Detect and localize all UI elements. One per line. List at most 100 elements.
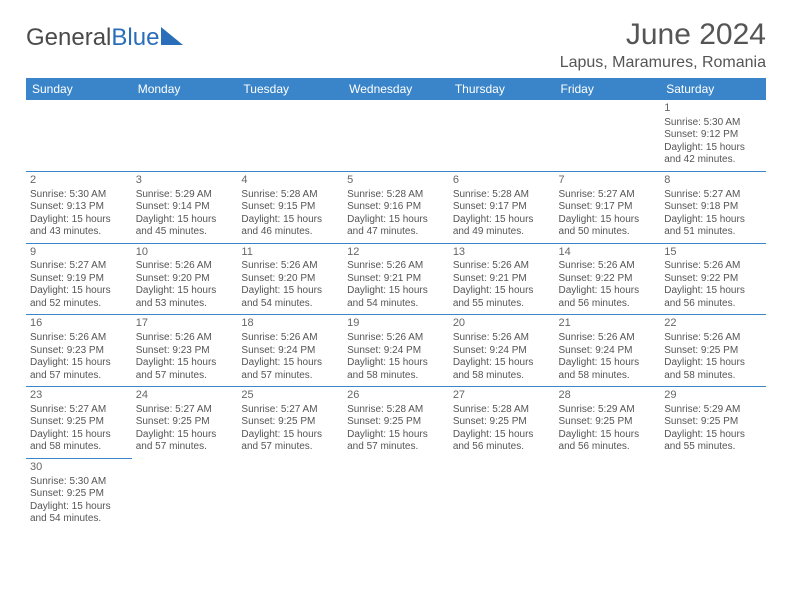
calendar-cell: 18Sunrise: 5:26 AMSunset: 9:24 PMDayligh… [237, 315, 343, 387]
logo: General Blue [26, 24, 183, 52]
sunrise-line: Sunrise: 5:28 AM [453, 404, 551, 417]
daylight-line: Daylight: 15 hours and 55 minutes. [664, 429, 762, 454]
calendar-cell: 11Sunrise: 5:26 AMSunset: 9:20 PMDayligh… [237, 243, 343, 315]
daylight-line: Daylight: 15 hours and 56 minutes. [559, 429, 657, 454]
calendar-cell [343, 458, 449, 529]
day-number: 18 [241, 317, 339, 331]
sunrise-line: Sunrise: 5:26 AM [347, 260, 445, 273]
day-number: 9 [30, 246, 128, 260]
calendar-row: 2Sunrise: 5:30 AMSunset: 9:13 PMDaylight… [26, 171, 766, 243]
calendar-cell: 9Sunrise: 5:27 AMSunset: 9:19 PMDaylight… [26, 243, 132, 315]
sunset-line: Sunset: 9:15 PM [241, 201, 339, 214]
daylight-line: Daylight: 15 hours and 54 minutes. [241, 285, 339, 310]
day-number: 25 [241, 389, 339, 403]
sunrise-line: Sunrise: 5:29 AM [559, 404, 657, 417]
sunrise-line: Sunrise: 5:28 AM [347, 404, 445, 417]
sunset-line: Sunset: 9:24 PM [559, 345, 657, 358]
day-number: 20 [453, 317, 551, 331]
day-number: 24 [136, 389, 234, 403]
calendar-cell: 30Sunrise: 5:30 AMSunset: 9:25 PMDayligh… [26, 458, 132, 529]
calendar-cell [237, 100, 343, 171]
calendar-cell: 13Sunrise: 5:26 AMSunset: 9:21 PMDayligh… [449, 243, 555, 315]
sunrise-line: Sunrise: 5:27 AM [241, 404, 339, 417]
sunset-line: Sunset: 9:25 PM [30, 416, 128, 429]
calendar-cell [449, 458, 555, 529]
sunrise-line: Sunrise: 5:30 AM [664, 117, 762, 130]
daylight-line: Daylight: 15 hours and 57 minutes. [136, 429, 234, 454]
calendar-cell [26, 100, 132, 171]
calendar-cell: 24Sunrise: 5:27 AMSunset: 9:25 PMDayligh… [132, 387, 238, 459]
logo-text-blue: Blue [111, 24, 159, 52]
calendar-row: 1Sunrise: 5:30 AMSunset: 9:12 PMDaylight… [26, 100, 766, 171]
day-number: 5 [347, 174, 445, 188]
sunrise-line: Sunrise: 5:26 AM [136, 260, 234, 273]
day-number: 27 [453, 389, 551, 403]
calendar-cell: 14Sunrise: 5:26 AMSunset: 9:22 PMDayligh… [555, 243, 661, 315]
sunrise-line: Sunrise: 5:27 AM [136, 404, 234, 417]
sunrise-line: Sunrise: 5:26 AM [559, 260, 657, 273]
sunrise-line: Sunrise: 5:29 AM [664, 404, 762, 417]
daylight-line: Daylight: 15 hours and 57 minutes. [347, 429, 445, 454]
day-number: 7 [559, 174, 657, 188]
calendar-row: 30Sunrise: 5:30 AMSunset: 9:25 PMDayligh… [26, 458, 766, 529]
sunrise-line: Sunrise: 5:26 AM [664, 260, 762, 273]
calendar-cell: 4Sunrise: 5:28 AMSunset: 9:15 PMDaylight… [237, 171, 343, 243]
month-title: June 2024 [560, 18, 766, 52]
daylight-line: Daylight: 15 hours and 58 minutes. [664, 357, 762, 382]
calendar-cell: 7Sunrise: 5:27 AMSunset: 9:17 PMDaylight… [555, 171, 661, 243]
sunset-line: Sunset: 9:17 PM [559, 201, 657, 214]
sunset-line: Sunset: 9:25 PM [559, 416, 657, 429]
sunset-line: Sunset: 9:23 PM [136, 345, 234, 358]
sunrise-line: Sunrise: 5:26 AM [453, 260, 551, 273]
sunrise-line: Sunrise: 5:28 AM [453, 189, 551, 202]
sunset-line: Sunset: 9:25 PM [347, 416, 445, 429]
sunrise-line: Sunrise: 5:26 AM [347, 332, 445, 345]
day-number: 15 [664, 246, 762, 260]
calendar-row: 16Sunrise: 5:26 AMSunset: 9:23 PMDayligh… [26, 315, 766, 387]
calendar-table: SundayMondayTuesdayWednesdayThursdayFrid… [26, 78, 766, 530]
weekday-header: Thursday [449, 78, 555, 100]
day-number: 1 [664, 102, 762, 116]
sail-icon [161, 27, 183, 45]
calendar-cell [555, 458, 661, 529]
sunset-line: Sunset: 9:24 PM [241, 345, 339, 358]
calendar-cell [343, 100, 449, 171]
sunset-line: Sunset: 9:24 PM [347, 345, 445, 358]
day-number: 16 [30, 317, 128, 331]
day-number: 2 [30, 174, 128, 188]
sunset-line: Sunset: 9:25 PM [136, 416, 234, 429]
calendar-body: 1Sunrise: 5:30 AMSunset: 9:12 PMDaylight… [26, 100, 766, 530]
sunrise-line: Sunrise: 5:26 AM [664, 332, 762, 345]
weekday-header: Saturday [660, 78, 766, 100]
day-number: 13 [453, 246, 551, 260]
calendar-cell: 28Sunrise: 5:29 AMSunset: 9:25 PMDayligh… [555, 387, 661, 459]
sunset-line: Sunset: 9:23 PM [30, 345, 128, 358]
calendar-row: 23Sunrise: 5:27 AMSunset: 9:25 PMDayligh… [26, 387, 766, 459]
sunrise-line: Sunrise: 5:28 AM [241, 189, 339, 202]
day-number: 19 [347, 317, 445, 331]
daylight-line: Daylight: 15 hours and 52 minutes. [30, 285, 128, 310]
calendar-cell: 6Sunrise: 5:28 AMSunset: 9:17 PMDaylight… [449, 171, 555, 243]
logo-text-general: General [26, 24, 111, 52]
sunset-line: Sunset: 9:18 PM [664, 201, 762, 214]
calendar-cell: 22Sunrise: 5:26 AMSunset: 9:25 PMDayligh… [660, 315, 766, 387]
calendar-cell: 1Sunrise: 5:30 AMSunset: 9:12 PMDaylight… [660, 100, 766, 171]
day-number: 10 [136, 246, 234, 260]
weekday-header: Monday [132, 78, 238, 100]
calendar-cell: 15Sunrise: 5:26 AMSunset: 9:22 PMDayligh… [660, 243, 766, 315]
daylight-line: Daylight: 15 hours and 45 minutes. [136, 214, 234, 239]
sunrise-line: Sunrise: 5:29 AM [136, 189, 234, 202]
calendar-cell: 29Sunrise: 5:29 AMSunset: 9:25 PMDayligh… [660, 387, 766, 459]
calendar-cell: 5Sunrise: 5:28 AMSunset: 9:16 PMDaylight… [343, 171, 449, 243]
calendar-cell [237, 458, 343, 529]
sunrise-line: Sunrise: 5:26 AM [136, 332, 234, 345]
sunset-line: Sunset: 9:25 PM [30, 488, 128, 501]
daylight-line: Daylight: 15 hours and 54 minutes. [347, 285, 445, 310]
daylight-line: Daylight: 15 hours and 57 minutes. [241, 357, 339, 382]
daylight-line: Daylight: 15 hours and 42 minutes. [664, 142, 762, 167]
calendar-cell: 20Sunrise: 5:26 AMSunset: 9:24 PMDayligh… [449, 315, 555, 387]
day-number: 21 [559, 317, 657, 331]
sunset-line: Sunset: 9:21 PM [347, 273, 445, 286]
calendar-cell: 26Sunrise: 5:28 AMSunset: 9:25 PMDayligh… [343, 387, 449, 459]
day-number: 30 [30, 461, 128, 475]
